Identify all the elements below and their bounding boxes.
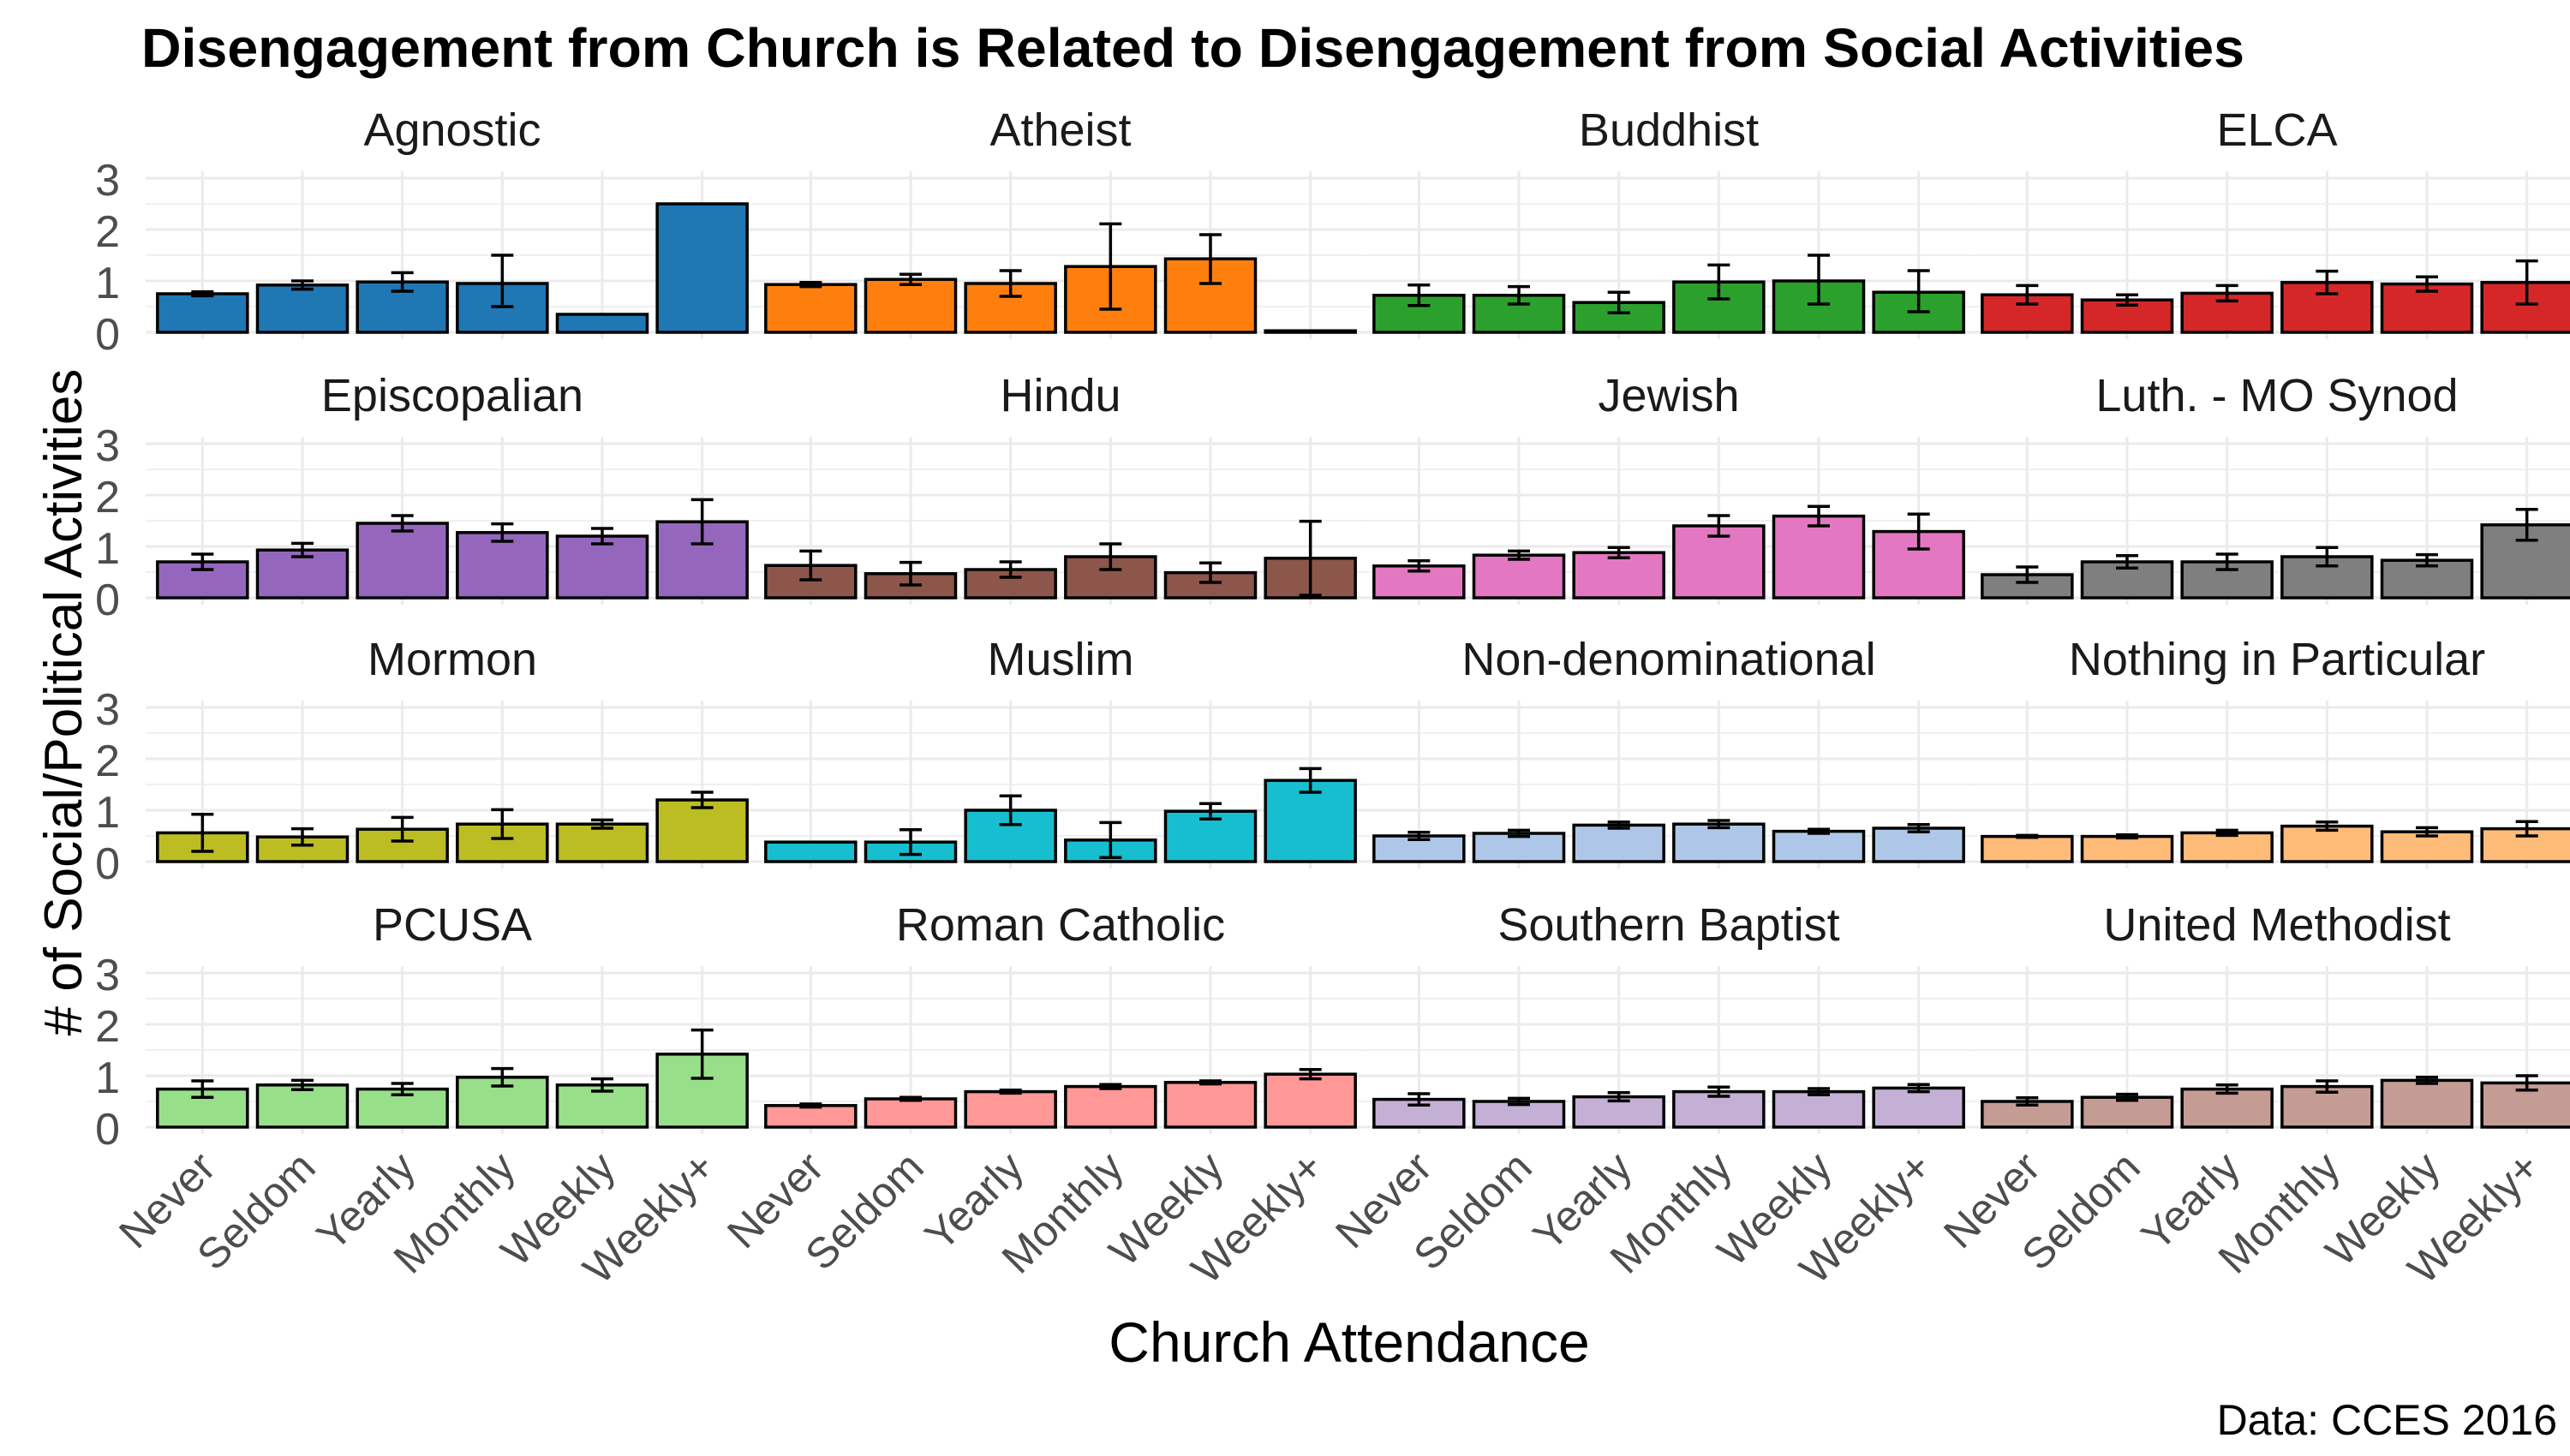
bar [2180,560,2274,600]
bar [1772,1089,1866,1129]
bar [864,1097,958,1129]
bar [1872,826,1965,863]
facet-title: Non-denominational [1461,634,1875,685]
bar [1872,1086,1965,1129]
facet-title: United Methodist [2103,899,2450,951]
bar [964,1089,1057,1129]
bar [2080,834,2174,863]
bar [255,1083,350,1129]
y-tick-label: 1 [95,1053,120,1103]
facet-panel: Roman CatholicNeverSeldomYearlyMonthlyWe… [718,899,1367,1293]
facet-title: Episcopalian [321,370,583,421]
facet-title: Muslim [988,634,1134,685]
chart-title: Disengagement from Church is Related to … [141,17,2244,79]
y-tick-label: 0 [95,839,120,889]
bar [1572,551,1665,600]
facet-title: Luth. - MO Synod [2095,370,2458,421]
bar [864,277,958,334]
y-tick-label: 2 [95,737,120,786]
facet-title: Roman Catholic [896,899,1225,951]
bar [1264,779,1357,863]
bar [2280,824,2374,863]
bar [2080,1095,2174,1129]
bar [1064,1084,1157,1129]
y-tick-label: 2 [95,473,120,522]
y-tick-label: 1 [95,259,120,308]
bar [764,840,858,863]
bar [1472,1100,1566,1129]
bar [255,283,350,334]
y-tick-label: 3 [95,685,120,735]
y-tick-label: 3 [95,156,120,206]
facet-panel: Southern BaptistNeverSeldomYearlyMonthly… [1326,899,1975,1293]
caption: Data: CCES 2016 [2217,1396,2557,1444]
facet-title: Nothing in Particular [2069,634,2485,685]
facet-panel: Jewish [1362,370,1975,605]
bar [555,1083,649,1129]
facet-title: ELCA [2216,104,2337,156]
bar [1264,1072,1357,1129]
facet-panel: PCUSA0123NeverSeldomYearlyMonthlyWeeklyW… [95,899,759,1293]
x-axis-label: Church Attendance [1109,1310,1589,1374]
bar [764,283,858,334]
bar [2180,831,2274,863]
facet-panel: Hindu [754,370,1367,605]
facet-panel: United MethodistNeverSeldomYearlyMonthly… [1934,899,2570,1293]
facet-title: Atheist [989,104,1131,156]
y-tick-label: 3 [95,421,120,471]
bar [1572,823,1665,863]
bar [655,798,749,863]
facet-title: Buddhist [1579,104,1759,156]
facet-panel: Muslim [754,634,1367,868]
bar [1472,553,1566,600]
bar [555,313,649,334]
y-tick-label: 1 [95,788,120,838]
facet-panel: Buddhist [1362,104,1975,339]
y-tick-label: 1 [95,524,120,574]
bar [2380,1078,2474,1129]
y-tick-label: 0 [95,310,120,360]
bar [1163,1081,1258,1129]
bar [356,522,449,600]
bar [156,292,249,334]
bar [655,202,749,334]
bar [2180,1087,2274,1129]
facet-panel: Atheist [754,104,1367,339]
bar [1672,524,1766,600]
facet-title: Agnostic [363,104,541,156]
bar [1772,829,1866,863]
y-axis-label: # of Social/Political Activities [34,369,93,1036]
facet-panel: ELCA [1970,104,2570,339]
bar [456,531,549,600]
y-tick-label: 2 [95,207,120,257]
bar [764,1104,858,1129]
facet-title: Southern Baptist [1497,899,1839,951]
bar [555,822,649,863]
facet-title: Jewish [1598,370,1739,421]
bar [1264,329,1357,334]
bar [1981,834,2074,863]
facet-panel: Non-denominational [1362,634,1975,868]
bar [1672,822,1766,863]
y-tick-label: 2 [95,1002,120,1052]
facet-panel: Nothing in Particular [1970,634,2570,868]
y-tick-label: 3 [95,951,120,1000]
y-tick-label: 0 [95,576,120,625]
bar [555,534,649,600]
facet-title: Mormon [368,634,537,685]
bar [1772,514,1866,600]
y-tick-label: 0 [95,1105,120,1155]
facet-title: Hindu [1000,370,1121,421]
facet-title: PCUSA [373,899,532,951]
bar [2280,555,2374,600]
facet-panel: Luth. - MO Synod [1970,370,2570,605]
